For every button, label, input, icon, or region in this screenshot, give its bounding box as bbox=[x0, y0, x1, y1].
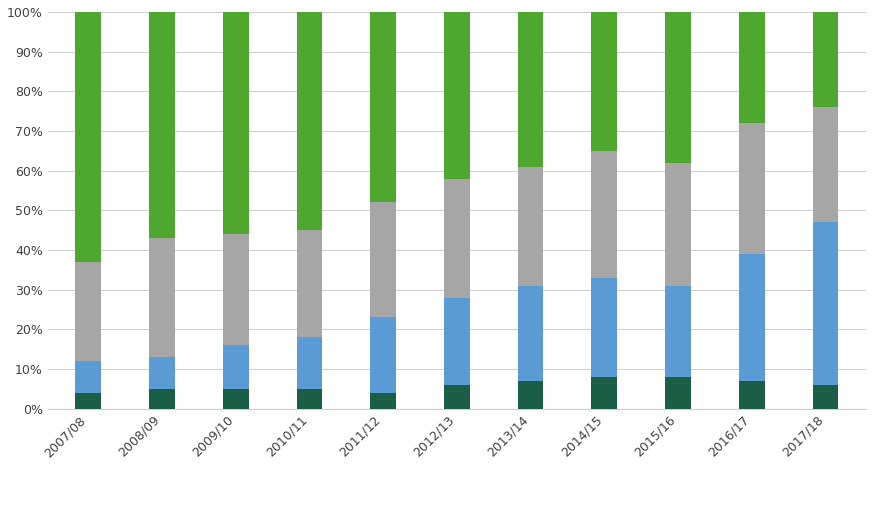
Bar bbox=[370, 393, 396, 409]
Bar bbox=[444, 12, 470, 179]
Bar bbox=[665, 12, 691, 163]
Bar bbox=[223, 12, 249, 234]
Bar bbox=[518, 167, 544, 286]
Bar bbox=[297, 230, 322, 337]
Bar bbox=[813, 222, 838, 385]
Bar bbox=[591, 377, 617, 409]
Bar bbox=[518, 381, 544, 409]
Bar bbox=[813, 12, 838, 107]
Bar bbox=[665, 286, 691, 377]
Bar bbox=[518, 286, 544, 381]
Bar bbox=[370, 318, 396, 393]
Bar bbox=[739, 12, 765, 123]
Bar bbox=[370, 12, 396, 202]
Bar bbox=[297, 389, 322, 409]
Bar bbox=[739, 381, 765, 409]
Bar bbox=[518, 12, 544, 167]
Bar bbox=[75, 262, 101, 361]
Bar bbox=[813, 107, 838, 222]
Bar bbox=[223, 345, 249, 389]
Bar bbox=[665, 163, 691, 286]
Bar bbox=[75, 361, 101, 393]
Bar bbox=[739, 254, 765, 381]
Bar bbox=[813, 385, 838, 409]
Bar bbox=[591, 12, 617, 151]
Bar bbox=[75, 12, 101, 262]
Bar bbox=[444, 385, 470, 409]
Bar bbox=[149, 389, 175, 409]
Bar bbox=[444, 298, 470, 385]
Bar bbox=[297, 337, 322, 389]
Bar bbox=[149, 12, 175, 238]
Bar bbox=[75, 393, 101, 409]
Bar bbox=[223, 234, 249, 345]
Bar bbox=[591, 278, 617, 377]
Bar bbox=[297, 12, 322, 230]
Bar bbox=[444, 179, 470, 298]
Bar bbox=[149, 238, 175, 357]
Bar bbox=[665, 377, 691, 409]
Bar bbox=[739, 123, 765, 254]
Bar bbox=[370, 202, 396, 318]
Bar bbox=[591, 151, 617, 278]
Bar bbox=[149, 357, 175, 389]
Bar bbox=[223, 389, 249, 409]
